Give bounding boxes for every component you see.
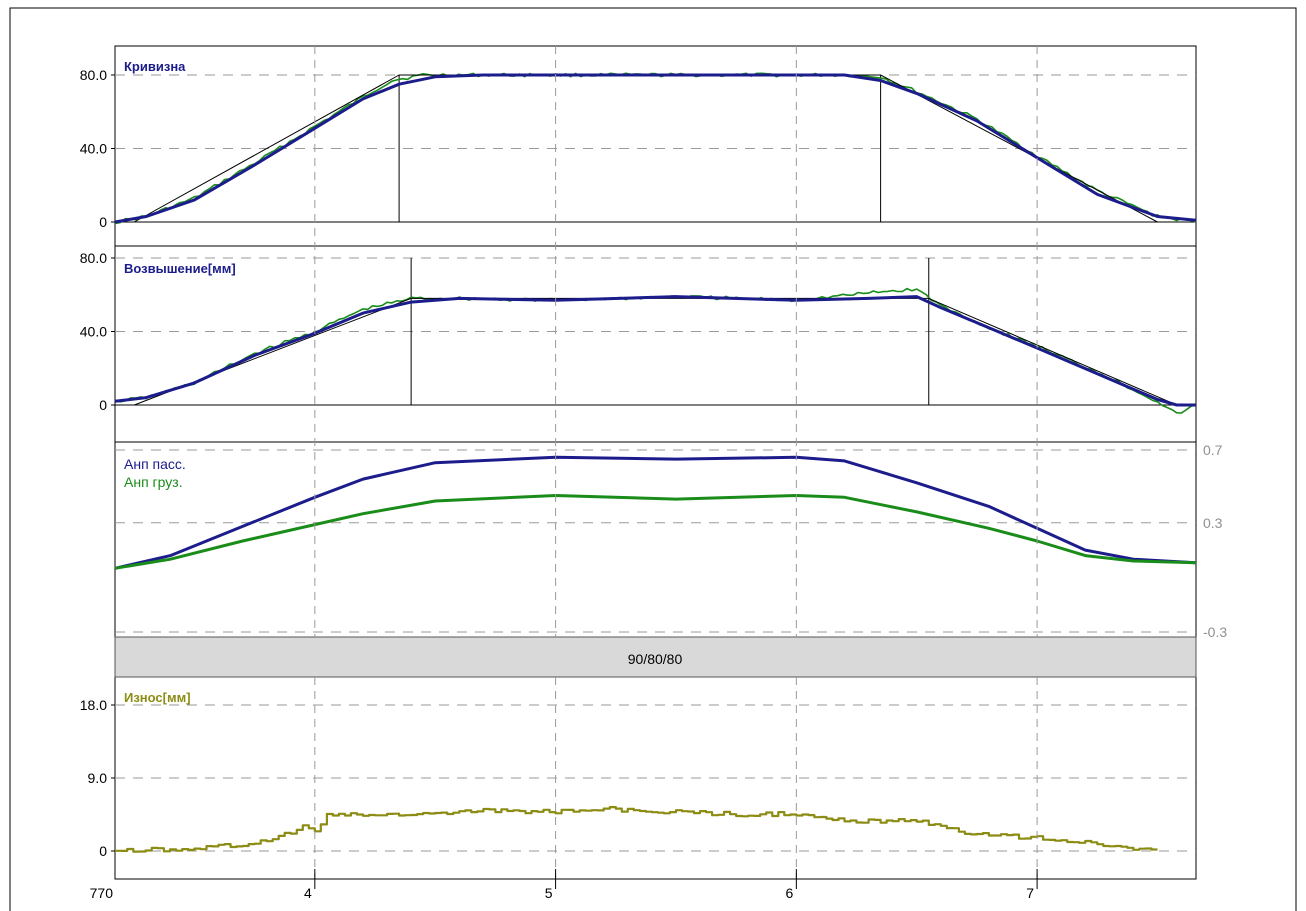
y-tick-label: 80.0 — [80, 250, 107, 266]
y-tick-label: 0.3 — [1203, 515, 1223, 531]
y-tick-label: -0.3 — [1203, 624, 1227, 640]
x-tick-label: 5 — [545, 885, 553, 901]
series-line-anp-0 — [114, 455, 1197, 570]
y-tick-label: 0.7 — [1203, 442, 1223, 458]
y-tick-label: 40.0 — [80, 324, 107, 340]
series-line-wear-0 — [115, 806, 1158, 853]
y-tick-label: 18.0 — [80, 697, 107, 713]
legend-entry: Анп груз. — [124, 474, 183, 490]
y-tick-label: 0 — [99, 843, 107, 859]
panel-wear: 18.0 9.0 0 Износ[мм] — [80, 676, 1197, 880]
vertical-gridlines — [314, 46, 1038, 879]
panel-curvature: 80.0 40.0 0 Кривизна — [80, 45, 1197, 247]
panel-elevation: 80.0 40.0 0 Возвышение[мм] — [80, 245, 1197, 443]
y-tick-label: 0 — [99, 214, 107, 230]
y-tick-label: 9.0 — [88, 770, 108, 786]
y-tick-label: 80.0 — [80, 67, 107, 83]
panel-title: Износ[мм] — [124, 690, 191, 705]
panel-title: Возвышение[мм] — [124, 261, 236, 276]
x-axis: 770 4 5 6 7 — [90, 869, 1196, 901]
panel-title: Кривизна — [124, 59, 186, 74]
panel-frame — [114, 245, 1197, 443]
x-tick-label: 6 — [786, 885, 794, 901]
series-line-curvature-2 — [114, 73, 1197, 224]
panel-anp: 0.7 0.3 -0.3 Анп пасс. Анп груз. — [114, 441, 1227, 640]
x-tick-label: 4 — [304, 885, 312, 901]
series-line-elevation-2 — [114, 295, 1196, 407]
y-tick-label: 40.0 — [80, 141, 107, 157]
chart-panels: 80.0 40.0 0 Кривизна 80.0 40.0 0 Возвышение[мм]… — [80, 45, 1227, 880]
series-line-elevation-1 — [134, 297, 1177, 406]
x-axis-start-label: 770 — [90, 885, 114, 901]
regime-band-label: 90/80/80 — [628, 651, 683, 667]
series-line-anp-1 — [114, 494, 1197, 570]
legend-entry: Анп пасс. — [124, 456, 186, 472]
y-tick-label: 0 — [99, 397, 107, 413]
x-tick-label: 7 — [1026, 885, 1034, 901]
regime-band — [114, 636, 1197, 678]
